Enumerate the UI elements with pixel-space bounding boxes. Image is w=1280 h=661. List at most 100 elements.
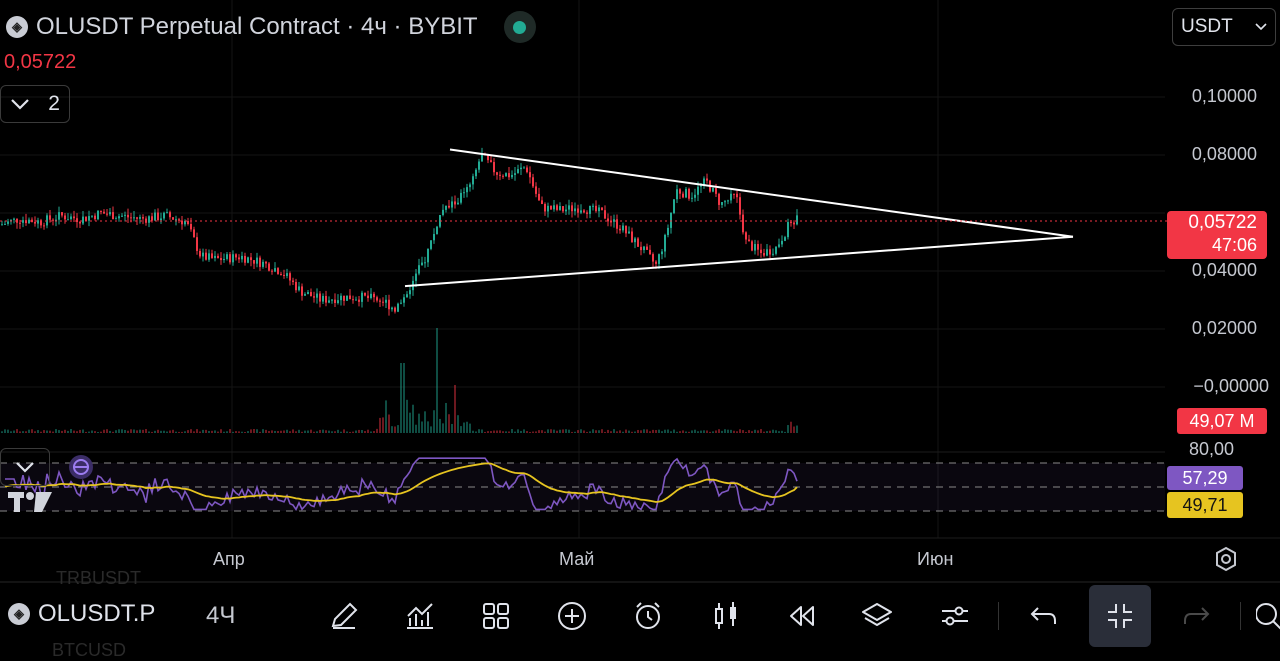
volume-bar [787, 425, 789, 433]
candle-body [295, 282, 297, 291]
candle-body [685, 188, 687, 198]
candle-body [4, 223, 6, 225]
layers-button[interactable] [857, 596, 897, 636]
candle-body [400, 302, 402, 304]
alert-button[interactable] [628, 596, 668, 636]
candle-body [217, 255, 219, 259]
candle-body [175, 219, 177, 221]
volume-bar [679, 431, 681, 433]
candle-body [424, 262, 426, 264]
draw-button[interactable] [324, 596, 364, 636]
volume-bar [73, 430, 75, 433]
replay-button[interactable] [781, 596, 821, 636]
candle-body [493, 162, 495, 173]
volume-bar [616, 431, 618, 433]
candle-body [781, 240, 783, 245]
volume-bar [721, 430, 723, 433]
layout-button[interactable] [476, 596, 516, 636]
candle-body [595, 205, 597, 212]
volume-bar [556, 430, 558, 433]
volume-bar [190, 429, 192, 433]
candle-body [517, 169, 519, 174]
volume-bar [259, 431, 261, 433]
indicators-icon [407, 603, 433, 629]
chart-title[interactable]: OLUSDT Perpetual Contract · 4ч · BYBIT [36, 13, 478, 40]
candle-body [109, 212, 111, 215]
volume-bar [766, 431, 768, 433]
settings-button[interactable] [935, 596, 975, 636]
currency-select[interactable]: USDT [1172, 8, 1276, 46]
fullscreen-exit-button[interactable] [1089, 585, 1151, 647]
candle-body [652, 254, 654, 262]
candle-body [193, 229, 195, 238]
add-button[interactable] [552, 596, 592, 636]
volume-bar [700, 430, 702, 433]
volume-bar [31, 429, 33, 433]
candle-body [664, 234, 666, 252]
chart-settings-icon[interactable] [1212, 545, 1240, 573]
candle-body [466, 187, 468, 193]
symbol-button[interactable]: ◈ OLUSDT.P [8, 600, 155, 628]
rsi-sync-icon[interactable] [69, 455, 93, 479]
volume-bar [697, 431, 699, 433]
chart-grid [0, 0, 1165, 538]
candle-body [727, 200, 729, 202]
volume-bar [667, 429, 669, 433]
indicators-toggle-button[interactable]: 2 [0, 85, 70, 123]
candle-body [85, 216, 87, 221]
candle-body [325, 295, 327, 303]
candle-body [403, 297, 405, 303]
volume-bar [757, 430, 759, 433]
volume-bar [478, 429, 480, 433]
triangle-pattern [404, 148, 1074, 288]
candle-body [553, 205, 555, 210]
fullscreen-exit-icon [1108, 604, 1132, 628]
interval-button[interactable]: 4Ч [206, 602, 236, 629]
volume-bar [166, 431, 168, 433]
candle-body [610, 221, 612, 223]
candle-body [328, 300, 330, 303]
volume-bar [457, 415, 459, 433]
volume-bar [4, 429, 6, 433]
search-button[interactable] [1256, 596, 1280, 636]
volume-bar [691, 430, 693, 433]
candle-body [394, 307, 396, 312]
candle-body [73, 216, 75, 219]
volume-bar [481, 429, 483, 433]
candle-body [364, 292, 366, 296]
candle-body [268, 263, 270, 271]
indicators-button[interactable] [400, 596, 440, 636]
candle-body [763, 253, 765, 256]
volume-bar [790, 421, 792, 433]
volume-bar [358, 429, 360, 433]
volume-bar [751, 431, 753, 433]
redo-button[interactable] [1177, 596, 1217, 636]
candle-body [550, 205, 552, 210]
candle-body [448, 205, 450, 208]
volume-bar [586, 431, 588, 433]
volume-bar [463, 422, 465, 433]
indicators-count: 2 [48, 92, 60, 115]
rsi-collapse-button[interactable] [0, 448, 50, 486]
layers-icon [862, 603, 892, 626]
candle-body [46, 215, 48, 226]
candle-body [70, 216, 72, 220]
candle-body [121, 215, 123, 217]
volume-bar [553, 429, 555, 433]
undo-button[interactable] [1023, 596, 1063, 636]
candle-body [316, 293, 318, 298]
candle-body [580, 210, 582, 213]
volume-bar [583, 430, 585, 433]
candle-body [397, 303, 399, 312]
volume-bar [619, 430, 621, 433]
volume-bar [142, 429, 144, 433]
volume-bar [127, 430, 129, 433]
draw-icon [331, 602, 358, 629]
volume-bar [148, 431, 150, 433]
volume-bar [523, 429, 525, 433]
candle-body [751, 241, 753, 251]
chart-type-button[interactable] [706, 596, 746, 636]
candle-body [772, 253, 774, 255]
candle-body [151, 216, 153, 221]
